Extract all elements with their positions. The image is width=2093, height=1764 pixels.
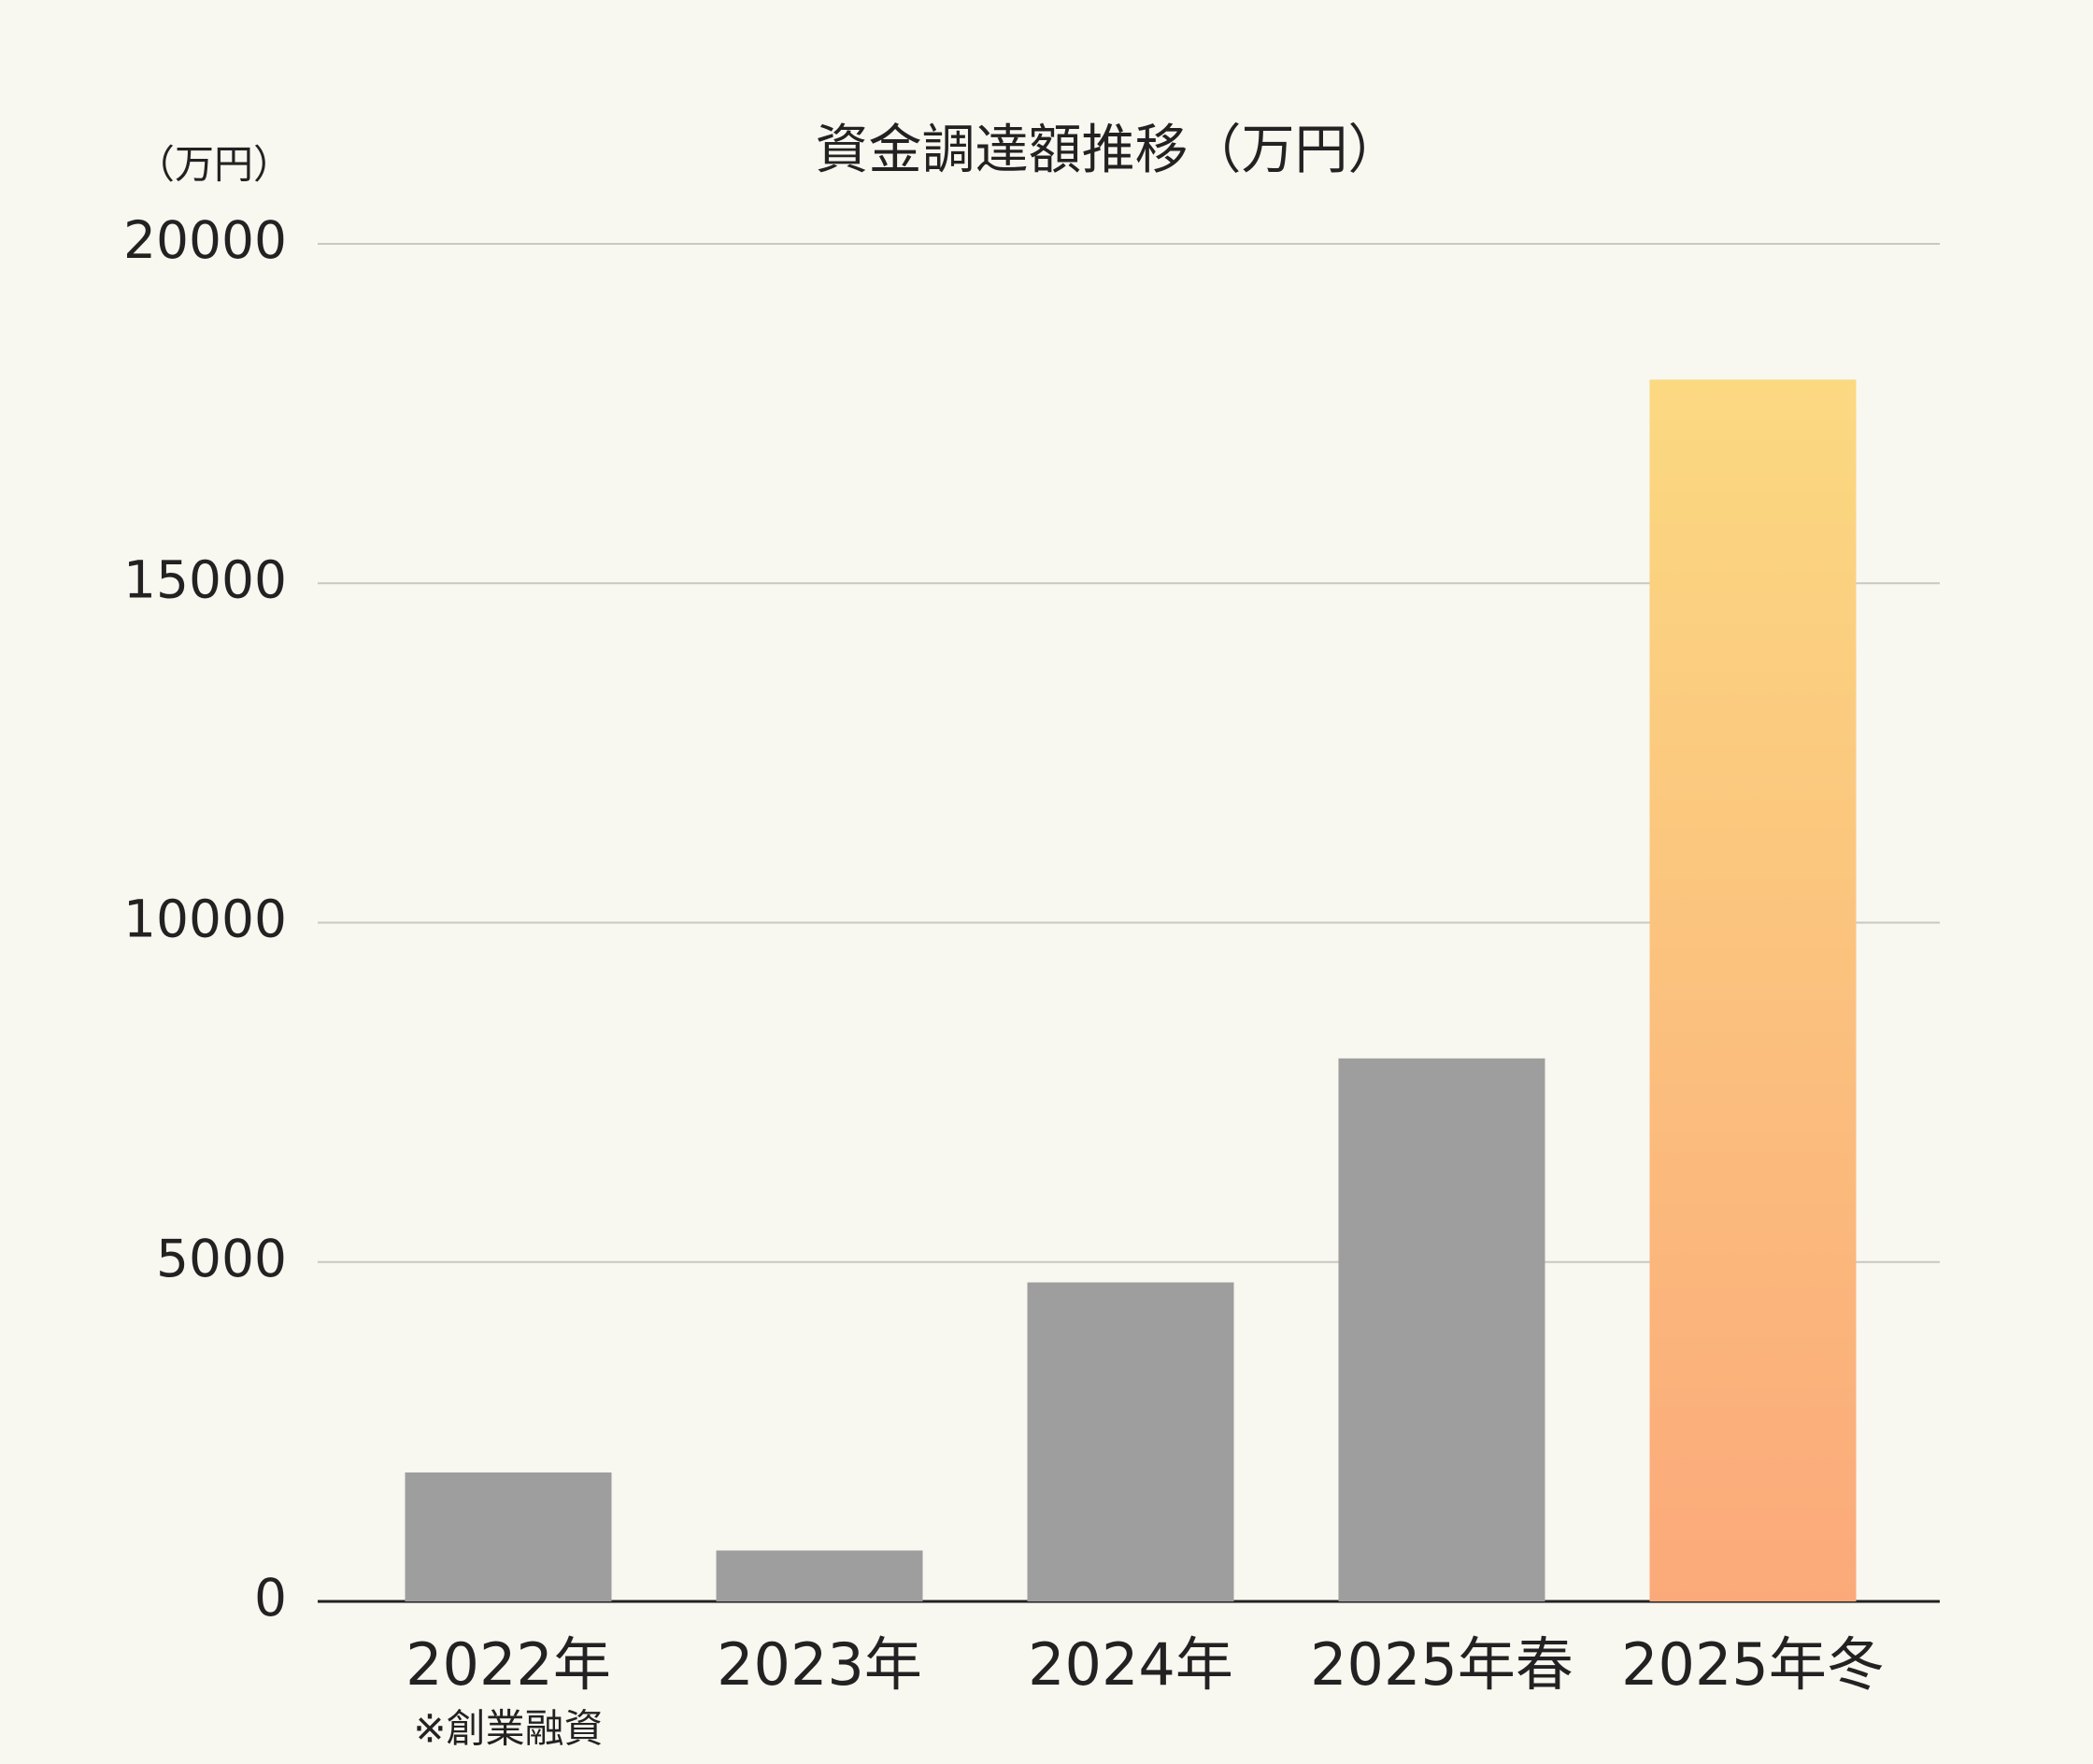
y-tick-label: 20000 (123, 210, 287, 270)
x-tick-label: 2022年 (406, 1630, 611, 1699)
x-tick-label: 2025年春 (1310, 1630, 1573, 1699)
y-tick-label: 5000 (156, 1229, 287, 1288)
x-tick-label: 2023年 (717, 1630, 922, 1699)
y-tick-label: 15000 (123, 549, 287, 609)
chart-title: 資金調達額推移（万円） (816, 120, 1402, 181)
bar-layer (405, 379, 1857, 1601)
bar (716, 1550, 923, 1601)
y-tick-label: 0 (254, 1568, 287, 1628)
y-tick-label: 10000 (123, 889, 287, 949)
bar (1649, 379, 1857, 1601)
bar (405, 1472, 612, 1601)
bar (1027, 1282, 1234, 1601)
y-unit-label: （万円） (135, 142, 292, 188)
x-tick-label: 2025年冬 (1621, 1630, 1885, 1699)
x-tick-label: 2024年 (1028, 1630, 1233, 1699)
bar (1338, 1058, 1545, 1601)
annotation: ※創業融資 (413, 1706, 603, 1752)
